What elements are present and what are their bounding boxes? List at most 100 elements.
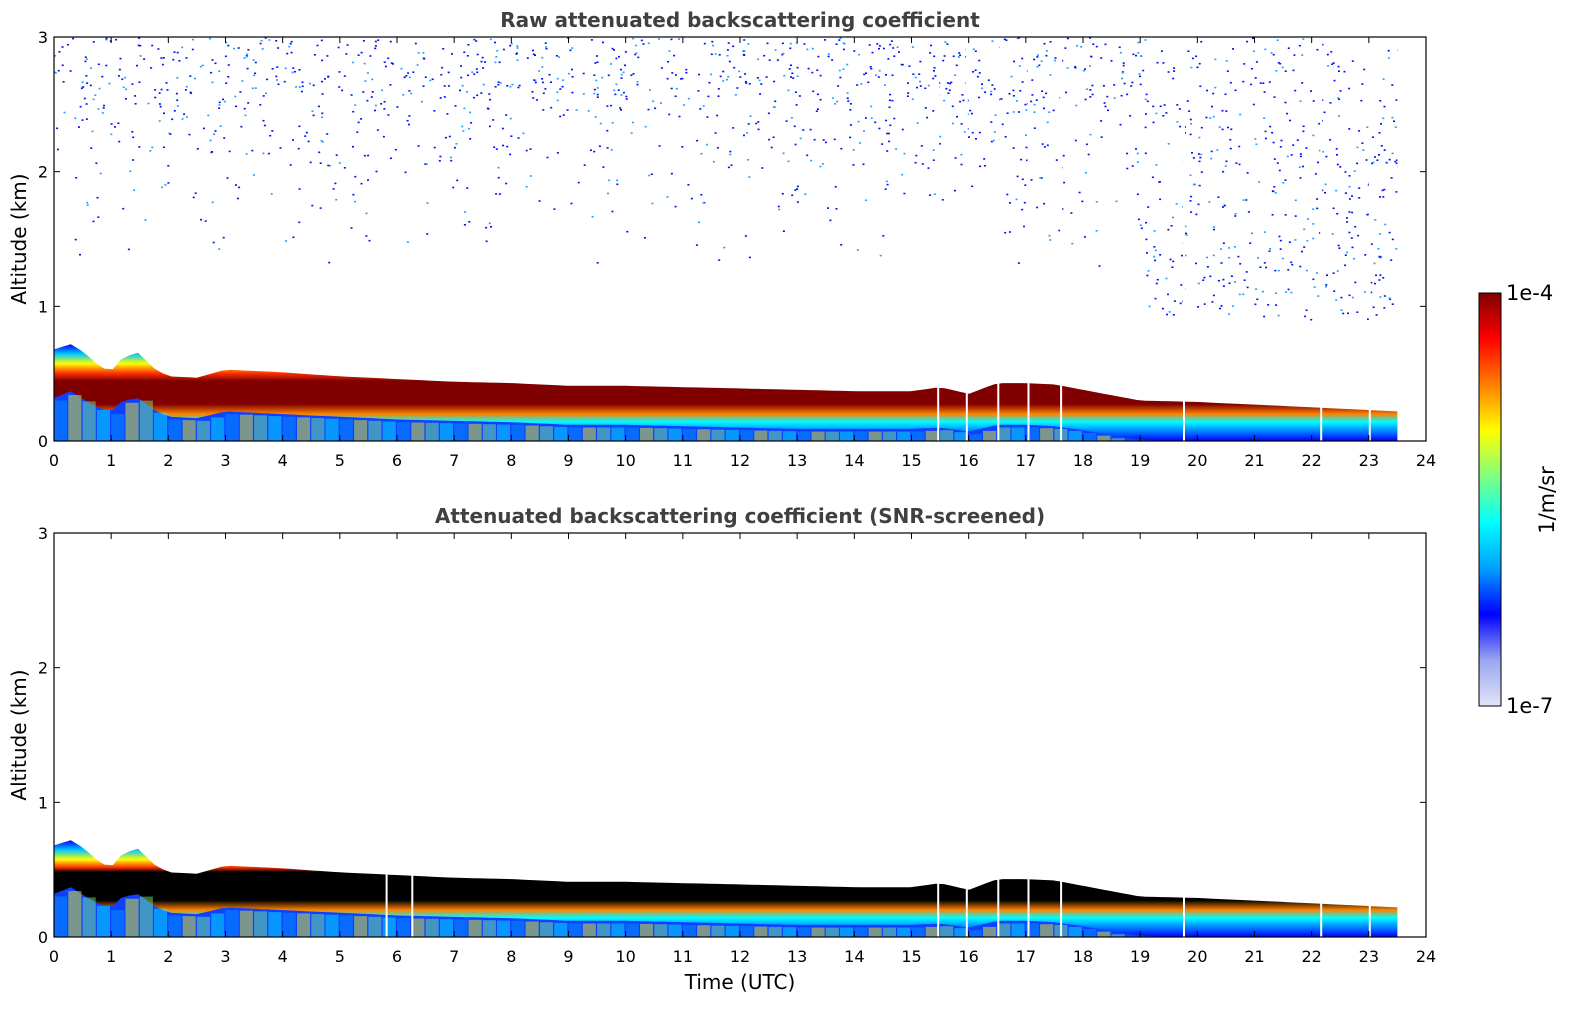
noise-speckle (1071, 242, 1074, 245)
noise-speckle (138, 37, 141, 39)
noise-speckle (955, 64, 958, 67)
noise-speckle (308, 82, 311, 85)
noise-speckle (927, 84, 930, 87)
surface-streak (254, 415, 268, 441)
noise-speckle (134, 103, 137, 105)
noise-speckle (1172, 260, 1175, 263)
noise-speckle (1005, 39, 1008, 41)
noise-speckle (1305, 309, 1308, 312)
noise-speckle (732, 45, 735, 48)
surface-streak (1097, 435, 1111, 441)
noise-speckle (809, 128, 812, 131)
noise-speckle (1224, 165, 1227, 167)
noise-speckle (729, 153, 732, 156)
noise-speckle (1224, 93, 1227, 96)
noise-speckle (807, 67, 810, 70)
noise-speckle (768, 138, 771, 141)
noise-speckle (424, 76, 427, 78)
noise-speckle (1003, 38, 1006, 41)
x-tick-label: 2 (163, 947, 173, 966)
noise-speckle (615, 57, 618, 60)
noise-speckle (1354, 225, 1357, 228)
noise-speckle (1178, 108, 1181, 110)
noise-speckle (1395, 159, 1398, 161)
noise-speckle (95, 162, 98, 164)
noise-speckle (738, 70, 741, 73)
noise-speckle (929, 194, 931, 196)
noise-speckle (1267, 304, 1270, 306)
noise-speckle (1353, 257, 1355, 260)
noise-speckle (319, 207, 322, 209)
noise-speckle (1393, 120, 1395, 122)
noise-speckle (1211, 105, 1213, 108)
noise-speckle (222, 236, 225, 239)
noise-speckle (1375, 274, 1377, 277)
noise-speckle (446, 113, 449, 115)
colorbar-gradient (1478, 292, 1502, 707)
noise-speckle (151, 44, 154, 47)
noise-speckle (836, 100, 839, 103)
noise-speckle (862, 163, 865, 166)
noise-speckle (1209, 275, 1212, 278)
noise-speckle (451, 53, 453, 55)
surface-streak (668, 924, 682, 937)
noise-speckle (1234, 281, 1236, 283)
noise-speckle (942, 59, 945, 62)
surface-streak (411, 422, 425, 441)
x-tick-label: 3 (220, 451, 230, 470)
noise-speckle (1298, 44, 1301, 47)
noise-speckle (1232, 48, 1234, 50)
noise-speckle (736, 87, 739, 89)
noise-speckle (865, 72, 867, 74)
noise-speckle (1136, 152, 1139, 155)
noise-speckle (1113, 84, 1116, 86)
y-tick-label: 3 (38, 524, 48, 543)
noise-speckle (89, 84, 92, 87)
noise-speckle (1383, 188, 1386, 191)
noise-speckle (611, 47, 614, 50)
raw-y-axis-label: Altitude (km) (7, 173, 31, 304)
noise-speckle (124, 76, 127, 79)
noise-speckle (690, 197, 693, 200)
noise-speckle (706, 116, 709, 118)
noise-speckle (158, 120, 161, 122)
surface-streak (311, 418, 325, 441)
noise-speckle (1272, 53, 1275, 56)
noise-speckle (1264, 130, 1267, 133)
noise-speckle (1018, 111, 1020, 113)
noise-speckle (1351, 211, 1354, 214)
noise-speckle (1225, 60, 1228, 62)
noise-speckle (1294, 199, 1297, 202)
noise-speckle (227, 44, 230, 47)
noise-speckle (225, 82, 228, 84)
raw-x-ticks: 0 1 2 3 4 5 6 7 8 9 10 11 12 13 14 15 16 17 18 19 20 21 22 23 24 (49, 37, 1436, 470)
noise-speckle (1012, 89, 1015, 92)
noise-speckle (292, 67, 295, 69)
noise-speckle (1284, 179, 1287, 181)
noise-speckle (1001, 123, 1004, 126)
noise-speckle (864, 117, 867, 119)
noise-speckle (874, 121, 877, 124)
noise-speckle (321, 93, 324, 95)
noise-speckle (376, 129, 379, 131)
noise-speckle (698, 73, 700, 76)
noise-speckle (1190, 123, 1192, 125)
noise-speckle (1381, 189, 1384, 192)
noise-speckle (541, 78, 544, 80)
noise-speckle (476, 53, 479, 56)
noise-speckle (846, 92, 849, 94)
noise-speckle (952, 122, 954, 125)
noise-speckle (815, 110, 818, 112)
noise-speckle (932, 159, 935, 161)
noise-speckle (993, 131, 996, 133)
noise-speckle (1222, 170, 1225, 173)
noise-speckle (79, 105, 82, 108)
noise-speckle (1035, 99, 1038, 101)
noise-speckle (1036, 54, 1039, 56)
noise-speckle (92, 98, 95, 101)
x-tick-label: 11 (673, 947, 693, 966)
noise-speckle (1350, 237, 1353, 239)
noise-speckle (972, 71, 975, 73)
noise-speckle (1343, 70, 1346, 73)
